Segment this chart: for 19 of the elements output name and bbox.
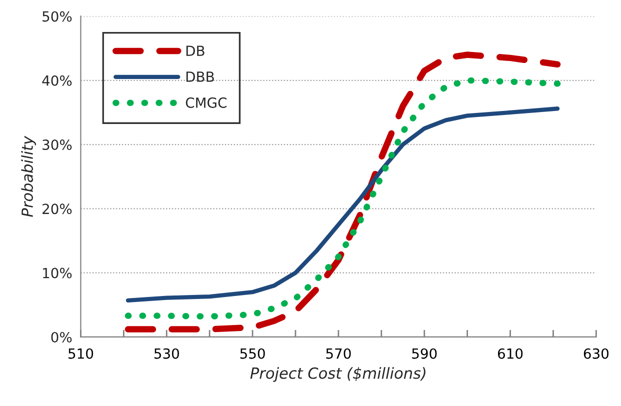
y-tick-label: 10% bbox=[43, 268, 72, 278]
y-tick-label: 20% bbox=[42, 204, 72, 214]
legend-label: DB bbox=[186, 46, 204, 56]
legend-label: DBB bbox=[186, 72, 214, 82]
y-tick-label: 30% bbox=[42, 140, 72, 150]
line-series bbox=[126, 106, 560, 302]
x-tick-label: 630 bbox=[584, 348, 608, 359]
y-axis-title: Probability bbox=[21, 136, 36, 217]
y-tick-label: 0% bbox=[51, 332, 72, 342]
x-tick-label: 530 bbox=[154, 348, 179, 359]
y-tick-label: 40% bbox=[42, 75, 72, 86]
x-axis-title: Project Cost ($millions) bbox=[250, 367, 426, 382]
x-tick-label: 590 bbox=[412, 348, 437, 359]
y-tick-label: 50% bbox=[42, 11, 72, 22]
x-tick-label: 570 bbox=[326, 348, 351, 359]
legend-label: CMGC bbox=[186, 97, 226, 108]
x-tick-label: 610 bbox=[498, 348, 523, 359]
x-tick-label: 550 bbox=[240, 348, 265, 359]
x-tick-label: 510 bbox=[68, 348, 94, 359]
